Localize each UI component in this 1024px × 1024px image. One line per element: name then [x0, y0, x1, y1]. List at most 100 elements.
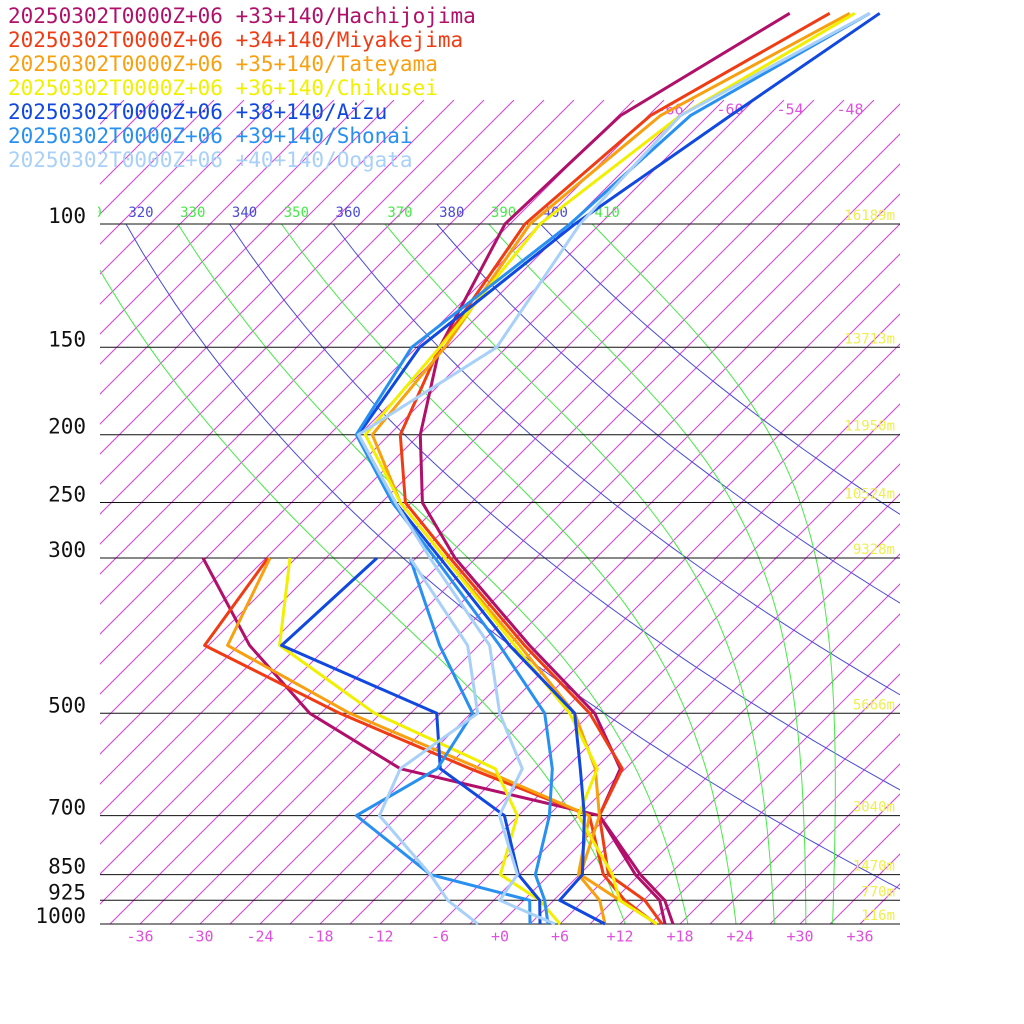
x-tick-label: -18 [306, 928, 333, 946]
moist-adiabat [591, 224, 836, 924]
theta-label: 350 [284, 205, 309, 221]
x-tick-label: +30 [786, 928, 813, 946]
y-tick-label: 925 [48, 880, 86, 904]
x-tick-label: +36 [846, 928, 873, 946]
height-label: 770m [861, 884, 895, 900]
height-label: 1470m [853, 859, 895, 875]
y-tick-label: 850 [48, 855, 86, 879]
theta-label: 340 [232, 205, 257, 221]
x-tick-label: +24 [726, 928, 753, 946]
isotherm [100, 100, 305, 305]
y-tick-label: 500 [48, 693, 86, 717]
height-label: 11950m [844, 419, 895, 435]
dewpoint-line [201, 557, 667, 925]
legend-entry: 20250302T0000Z+06 +34+140/Miyakejima [8, 28, 463, 52]
axes: -66 -60 -54 -481001502002503005007008509251… [35, 101, 900, 946]
isotherm [100, 103, 900, 905]
x-tick-label: +6 [551, 928, 569, 946]
isotherm [100, 100, 395, 395]
isotherm [649, 673, 900, 924]
dewpoint-line [280, 556, 542, 925]
isotherm [100, 100, 425, 425]
theta-label: 330 [180, 205, 205, 221]
height-label: 13713m [844, 331, 895, 347]
isotherm [199, 223, 900, 924]
x-tick-label: +0 [491, 928, 509, 946]
isotherm [529, 553, 900, 924]
y-tick-label: 700 [48, 796, 86, 820]
dry-adiabat [540, 224, 900, 515]
height-label: 5666m [853, 697, 895, 713]
x-tick-label: -24 [246, 928, 273, 946]
x-tick-label: -12 [366, 928, 393, 946]
x-tick-label: +12 [606, 928, 633, 946]
legend-entry: 20250302T0000Z+06 +39+140/Shonai [8, 124, 413, 148]
isotherm [100, 100, 245, 245]
isotherm [100, 100, 515, 515]
upper-x-tick-label: -60 [716, 101, 743, 119]
isotherm [739, 763, 900, 924]
isotherm [100, 100, 335, 335]
dewpoint-line [354, 557, 532, 925]
isotherm [100, 100, 605, 605]
height-label: 116m [861, 908, 895, 924]
isotherm [100, 100, 365, 365]
isotherm [100, 100, 455, 455]
theta-label: 390 [491, 205, 516, 221]
isotherm [139, 163, 900, 924]
y-tick-label: 100 [48, 204, 86, 228]
x-tick-label: -36 [126, 928, 153, 946]
isotherm [229, 253, 900, 924]
temperature-line [356, 12, 881, 926]
legend-entry: 20250302T0000Z+06 +35+140/Tateyama [8, 52, 438, 76]
isotherm [169, 193, 900, 924]
isotherm [100, 100, 665, 665]
dry-adiabat [229, 224, 900, 791]
legend-entry: 20250302T0000Z+06 +36+140/Chikusei [8, 76, 438, 100]
dewpoint-line [278, 557, 562, 925]
isotherm [259, 283, 900, 924]
isotherm [100, 100, 575, 575]
isotherm [319, 343, 900, 924]
dewpoint-line [226, 557, 607, 925]
temperature-line [363, 12, 856, 926]
isotherm [100, 100, 755, 755]
isotherm [619, 643, 900, 924]
y-tick-label: 200 [48, 415, 86, 439]
height-label: 16189m [844, 208, 895, 224]
x-tick-label: -6 [431, 928, 449, 946]
theta-label: 370 [387, 205, 412, 221]
theta-label: 320 [128, 205, 153, 221]
legend-entry: 20250302T0000Z+06 +33+140/Hachijojima [8, 4, 476, 28]
upper-x-tick-label: -48 [836, 101, 863, 119]
theta-label: 360 [336, 205, 361, 221]
y-tick-label: 150 [48, 327, 86, 351]
theta-label: 310 [77, 205, 102, 221]
moist-adiabat [100, 269, 626, 924]
isotherm [289, 313, 900, 924]
isotherm [499, 523, 900, 924]
y-tick-label: 1000 [35, 904, 86, 928]
x-tick-label: -30 [186, 928, 213, 946]
isotherm [469, 493, 900, 924]
theta-label: 380 [439, 205, 464, 221]
isotherm [100, 100, 785, 785]
temperature-line [418, 12, 791, 925]
isotherm [349, 373, 900, 924]
isotherm [100, 100, 485, 485]
isotherm [559, 583, 900, 924]
y-tick-label: 250 [48, 483, 86, 507]
legend-entry: 20250302T0000Z+06 +38+140/Aizu [8, 100, 387, 124]
height-label: 10524m [844, 487, 895, 503]
legend-entry: 20250302T0000Z+06 +40+140/Oogata [8, 148, 413, 172]
isotherm [100, 100, 275, 275]
legend: 20250302T0000Z+06 +33+140/Hachijojima202… [8, 4, 476, 172]
isotherm [679, 703, 900, 924]
x-tick-label: +18 [666, 928, 693, 946]
temperature-line [354, 11, 871, 925]
dewpoint-line [203, 557, 657, 926]
isotherm [100, 100, 545, 545]
profiles [201, 11, 881, 926]
